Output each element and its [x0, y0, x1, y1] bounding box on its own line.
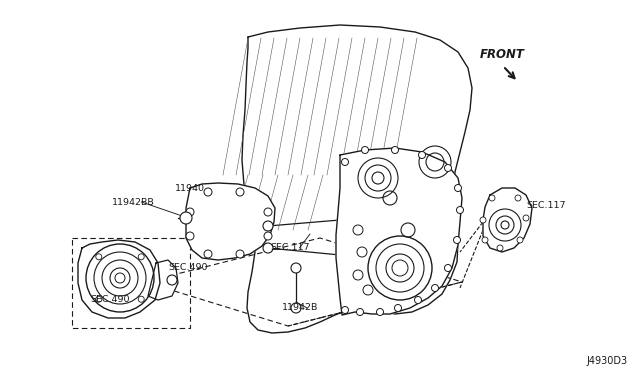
Circle shape [392, 147, 399, 154]
Text: 11942B: 11942B [282, 304, 318, 312]
Polygon shape [148, 260, 178, 300]
Polygon shape [336, 148, 462, 315]
Polygon shape [242, 25, 472, 333]
Text: J4930D3: J4930D3 [587, 356, 628, 366]
Text: SEC.490: SEC.490 [168, 263, 207, 273]
Polygon shape [483, 188, 532, 252]
Circle shape [523, 215, 529, 221]
Circle shape [394, 305, 401, 311]
Text: FRONT: FRONT [480, 48, 525, 61]
Text: SEC.117: SEC.117 [526, 201, 566, 209]
Circle shape [356, 308, 364, 315]
Text: SEC.490: SEC.490 [90, 295, 129, 305]
Circle shape [497, 245, 503, 251]
Circle shape [415, 296, 422, 304]
Circle shape [167, 275, 177, 285]
Circle shape [419, 151, 426, 158]
Circle shape [204, 250, 212, 258]
Circle shape [138, 254, 144, 260]
Circle shape [482, 237, 488, 243]
Circle shape [291, 303, 301, 313]
Circle shape [96, 296, 102, 302]
Circle shape [96, 254, 102, 260]
Circle shape [264, 208, 272, 216]
Circle shape [180, 212, 192, 224]
Circle shape [431, 285, 438, 292]
Circle shape [263, 243, 273, 253]
Circle shape [362, 147, 369, 154]
Text: 11940: 11940 [175, 183, 205, 192]
Circle shape [186, 232, 194, 240]
Circle shape [517, 237, 523, 243]
Text: 11942BB: 11942BB [112, 198, 155, 206]
Circle shape [454, 237, 461, 244]
Circle shape [454, 185, 461, 192]
Circle shape [138, 296, 144, 302]
Circle shape [445, 164, 451, 171]
Circle shape [186, 208, 194, 216]
Circle shape [236, 250, 244, 258]
Circle shape [291, 263, 301, 273]
Circle shape [480, 217, 486, 223]
Polygon shape [186, 183, 275, 260]
Circle shape [456, 206, 463, 214]
Circle shape [236, 188, 244, 196]
Circle shape [204, 188, 212, 196]
Circle shape [489, 195, 495, 201]
Circle shape [515, 195, 521, 201]
Circle shape [263, 221, 273, 231]
Polygon shape [78, 240, 160, 318]
Circle shape [264, 232, 272, 240]
Circle shape [376, 308, 383, 315]
Circle shape [342, 158, 349, 166]
Circle shape [445, 264, 451, 272]
Circle shape [342, 307, 349, 314]
Text: SEC.117: SEC.117 [270, 244, 310, 253]
